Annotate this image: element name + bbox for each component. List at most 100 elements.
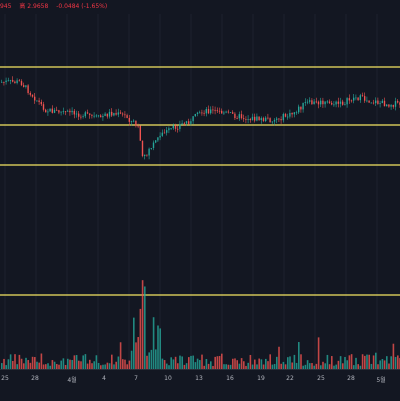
volume-bar — [58, 364, 60, 369]
candle-body — [157, 137, 159, 141]
candle-body — [113, 113, 115, 116]
candle-body — [177, 128, 179, 130]
candle-body — [203, 112, 205, 114]
volume-bar — [155, 349, 157, 369]
volume-bar — [144, 286, 146, 369]
candle-body — [27, 85, 29, 94]
volume-bar — [386, 356, 388, 369]
candle-body — [183, 123, 185, 125]
candle-body — [234, 113, 236, 119]
volume-bar — [51, 360, 54, 369]
time-tick: 25 — [1, 375, 9, 382]
candle-body — [377, 100, 379, 104]
volume-bar — [14, 354, 16, 369]
volume-bar — [9, 354, 12, 369]
volume-bar — [82, 355, 84, 369]
volume-bar — [245, 365, 247, 369]
volume-bar — [276, 356, 278, 369]
volume-bar — [174, 356, 177, 369]
volume-bar — [71, 360, 73, 369]
candle-body — [60, 111, 62, 113]
candle-body — [31, 94, 34, 97]
volume-bar — [293, 354, 296, 369]
candle-body — [229, 112, 232, 114]
volume-bar — [199, 360, 201, 369]
volume-bar — [36, 361, 38, 369]
legend-high: 高 2.9658 — [19, 3, 49, 10]
candle-body — [364, 96, 366, 101]
candle-body — [223, 112, 225, 114]
volume-bar — [287, 357, 289, 369]
candle-body — [148, 148, 150, 156]
candle-body — [390, 105, 392, 107]
volume-bar — [243, 361, 245, 369]
volume-bar — [177, 363, 179, 369]
volume-bar — [247, 362, 249, 369]
volume-bar — [291, 362, 293, 369]
candle-body — [225, 111, 227, 113]
price-chart-pane[interactable] — [0, 0, 400, 380]
candle-body — [313, 101, 315, 105]
candle-body — [139, 125, 141, 141]
volume-bar — [91, 363, 93, 369]
volume-bar — [326, 354, 329, 369]
volume-bar — [324, 363, 326, 369]
candle-body — [300, 106, 302, 110]
volume-bar — [62, 358, 65, 369]
candle-body — [293, 112, 295, 115]
candle-body — [9, 80, 12, 81]
time-tick: 28 — [347, 375, 355, 382]
volume-bar — [78, 360, 80, 369]
candle-body — [71, 110, 73, 113]
volume-bar — [185, 363, 188, 369]
candle-body — [64, 111, 67, 113]
candle-body — [249, 119, 251, 121]
candle-body — [342, 101, 344, 105]
volume-bar — [269, 354, 271, 369]
volume-bar — [381, 359, 384, 369]
volume-bar — [238, 363, 241, 369]
candle-body — [278, 118, 280, 120]
candle-body — [122, 113, 124, 115]
volume-bar — [157, 325, 159, 369]
candle-body — [397, 101, 399, 103]
candle-body — [5, 80, 7, 83]
candle-body — [78, 113, 80, 117]
volume-bar — [267, 361, 269, 369]
volume-bar — [377, 364, 379, 369]
volume-bar — [42, 364, 45, 369]
volume-bar — [34, 357, 36, 369]
volume-bar — [240, 358, 243, 369]
volume-bar — [344, 356, 346, 369]
candle-body — [350, 100, 353, 102]
candle-body — [95, 115, 97, 117]
candle-body — [370, 102, 372, 104]
volume-bar — [126, 364, 128, 369]
volume-bar — [106, 362, 109, 369]
candle-body — [82, 116, 84, 118]
volume-bar — [45, 364, 47, 369]
volume-bar — [339, 356, 342, 369]
time-axis[interactable]: 25 28 4월 4 7 10 13 16 19 22 25 28 5월 — [0, 369, 400, 401]
candle-body — [353, 97, 355, 101]
candle-body — [159, 135, 161, 138]
volume-bar — [289, 356, 291, 369]
candle-body — [104, 113, 106, 116]
candle-body — [146, 154, 148, 156]
volume-bar — [29, 362, 32, 369]
candle-body — [188, 121, 190, 124]
candle-body — [326, 101, 328, 103]
price-chart-svg[interactable] — [0, 0, 400, 370]
candle-body — [218, 110, 221, 112]
volume-bar — [392, 343, 395, 369]
candle-body — [276, 118, 278, 120]
volume-bar — [375, 352, 377, 369]
candle-body — [355, 97, 357, 99]
volume-bar — [368, 354, 370, 369]
candle-body — [192, 116, 194, 122]
volume-bar — [95, 355, 98, 369]
candle-body — [100, 115, 102, 118]
candle-body — [320, 100, 322, 105]
volume-bar — [93, 361, 95, 369]
volume-bar — [251, 364, 254, 369]
